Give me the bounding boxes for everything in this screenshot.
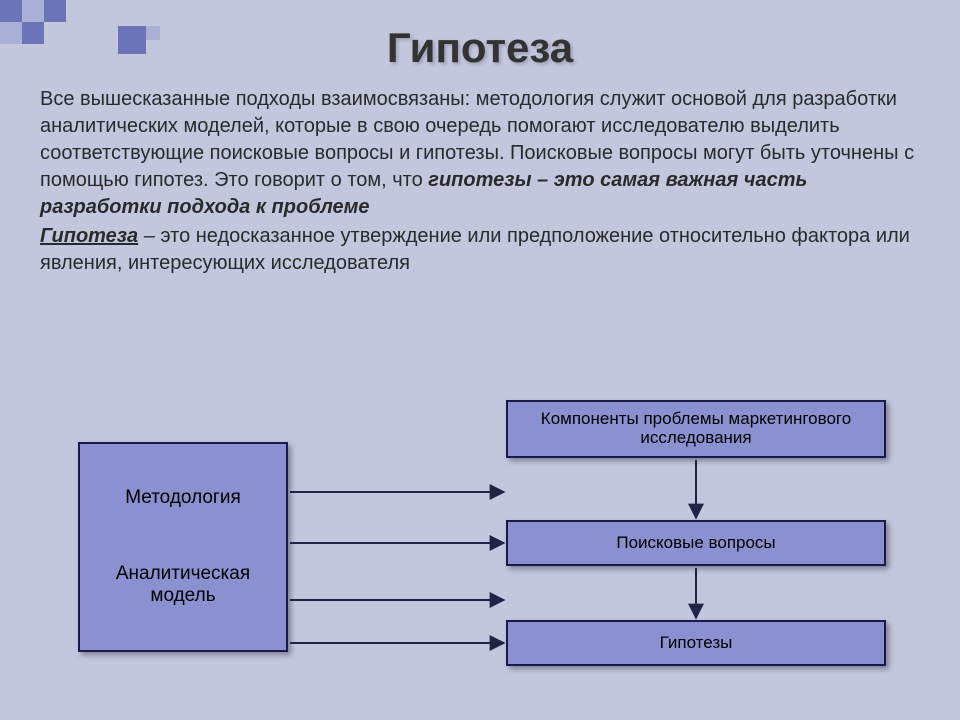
paragraph-1: Все вышесказанные подходы взаимосвязаны:… bbox=[40, 86, 920, 221]
decor-square bbox=[22, 0, 44, 22]
node-questions-label: Поисковые вопросы bbox=[616, 533, 775, 553]
decor-square bbox=[0, 0, 22, 22]
p2-term: Гипотеза bbox=[40, 225, 138, 247]
p2-text: – это недосказанное утверждение или пред… bbox=[40, 225, 910, 274]
decor-square bbox=[118, 26, 146, 54]
corner-decoration bbox=[0, 0, 200, 60]
node-components-label: Компоненты проблемы маркетингового иссле… bbox=[512, 410, 880, 447]
decor-square bbox=[0, 22, 22, 44]
decor-square bbox=[146, 26, 160, 40]
decor-square bbox=[44, 0, 66, 22]
flow-diagram: Методология Аналитическая модель Компоне… bbox=[0, 400, 960, 710]
node-questions: Поисковые вопросы bbox=[506, 520, 886, 566]
node-hypotheses: Гипотезы bbox=[506, 620, 886, 666]
node-methodology: Методология Аналитическая модель bbox=[78, 442, 288, 652]
body-text: Все вышесказанные подходы взаимосвязаны:… bbox=[0, 72, 960, 277]
paragraph-2: Гипотеза – это недосказанное утверждение… bbox=[40, 223, 920, 277]
node-methodology-label-1: Методология bbox=[125, 487, 241, 509]
node-hypotheses-label: Гипотезы bbox=[660, 633, 733, 653]
node-components: Компоненты проблемы маркетингового иссле… bbox=[506, 400, 886, 458]
decor-square bbox=[22, 22, 44, 44]
node-methodology-label-2: Аналитическая модель bbox=[88, 563, 278, 607]
